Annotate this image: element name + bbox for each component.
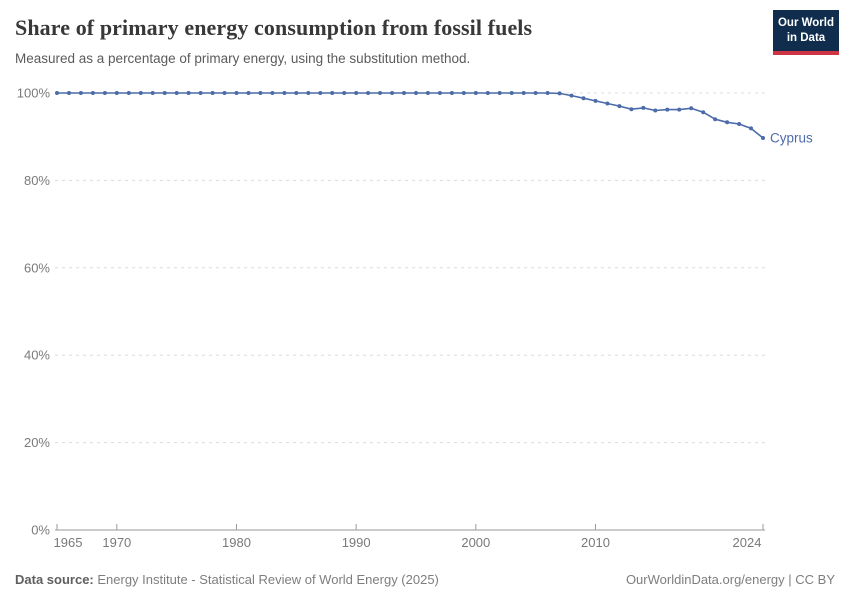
svg-text:60%: 60% (24, 260, 50, 275)
svg-text:1970: 1970 (102, 535, 131, 550)
svg-text:1965: 1965 (54, 535, 83, 550)
svg-text:Cyprus: Cyprus (770, 131, 813, 146)
data-source: Data source: Energy Institute - Statisti… (15, 572, 439, 587)
svg-text:1990: 1990 (342, 535, 371, 550)
svg-text:100%: 100% (17, 86, 51, 101)
svg-text:20%: 20% (24, 435, 50, 450)
data-source-text: Energy Institute - Statistical Review of… (93, 572, 439, 587)
svg-text:2024: 2024 (733, 535, 762, 550)
svg-text:80%: 80% (24, 173, 50, 188)
svg-text:40%: 40% (24, 348, 50, 363)
chart-title: Share of primary energy consumption from… (15, 15, 533, 40)
svg-text:2000: 2000 (461, 535, 490, 550)
owid-logo-line1: Our World (777, 17, 834, 30)
owid-cc-link[interactable]: OurWorldinData.org/energy | CC BY (625, 572, 835, 587)
svg-text:2010: 2010 (581, 535, 610, 550)
svg-text:1980: 1980 (222, 535, 251, 550)
chart-footer: Data source: Energy Institute - Statisti… (15, 572, 835, 587)
chart-subtitle: Measured as a percentage of primary ener… (15, 51, 471, 66)
owid-logo[interactable]: Our World in Data (773, 10, 839, 55)
svg-text:0%: 0% (31, 523, 50, 538)
data-source-label: Data source: (15, 572, 94, 587)
owid-logo-line2: in Data (786, 31, 826, 44)
